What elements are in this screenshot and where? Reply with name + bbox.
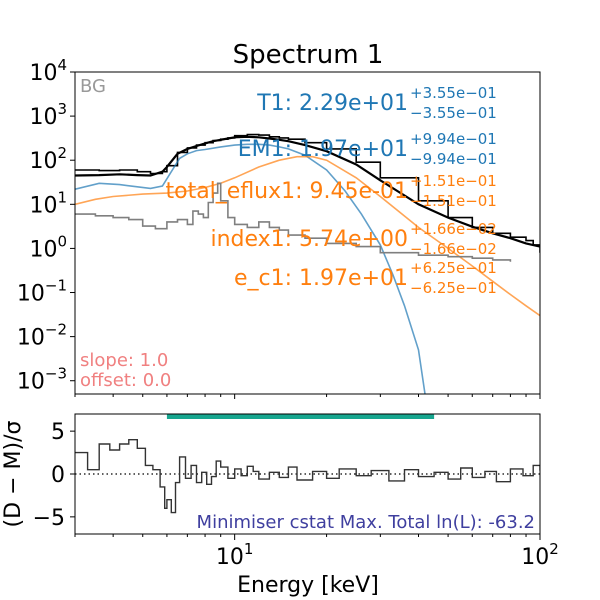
y-tick-label: 10−2 (17, 321, 67, 351)
annotation-value: index1: 5.74e+00 (210, 227, 408, 252)
y-tick-label: 103 (29, 100, 67, 130)
fit-range-bar (166, 414, 435, 419)
annotation-value: T1: 2.29e+01 (256, 91, 408, 116)
residuals-frame (74, 413, 541, 535)
y-tick-label: 100 (29, 232, 67, 262)
residual-y-axis-label: (D − M)/σ (1, 421, 26, 528)
slope-note: slope: 1.0 (80, 350, 168, 371)
annotation-upper-error: +9.94e−01 (410, 130, 497, 148)
x-tick-label: 102 (521, 540, 559, 570)
chart-title: Spectrum 1 (233, 40, 384, 70)
y-tick-label: 101 (29, 188, 67, 218)
y-tick-label: 10−3 (17, 365, 67, 395)
y-tick-label: 104 (29, 56, 67, 86)
spectrum-series-2-component (75, 143, 426, 394)
residual-y-tick-label: 0 (51, 463, 65, 488)
spectrum-series-4-background-step (75, 182, 512, 262)
y-tick-label: 10−1 (17, 277, 67, 307)
spectrum-panel: BG 10−3 10−2 10−1 100 101 102 103 104 T1: 2.29e… (17, 56, 541, 399)
annotation-lower-error: −1.66e−02 (410, 240, 497, 258)
offset-note: offset: 0.0 (80, 370, 171, 391)
annotation-upper-error: +1.51e−01 (410, 172, 497, 190)
residual-series (75, 439, 540, 514)
spectrum-frame (74, 71, 541, 395)
y-tick-label: 102 (29, 144, 67, 174)
annotation-upper-error: +1.66e−02 (410, 220, 497, 238)
residual-y-tick-label: 5 (51, 420, 65, 445)
background-label: BG (80, 76, 106, 97)
annotation-lower-error: −6.25e−01 (410, 279, 497, 297)
minimiser-summary: Minimiser cstat Max. Total ln(L): -63.2 (197, 512, 535, 533)
annotation-lower-error: −3.55e−01 (410, 104, 497, 122)
x-axis-label: Energy [keV] (237, 573, 379, 598)
annotation-value: total_eflux1: 9.45e-01 (165, 179, 408, 204)
annotation-value: EM1: 1.97e+01 (238, 137, 408, 162)
spectrum-marks (75, 133, 540, 394)
residuals-panel: −5 0 5 101 102 Minimiser cstat Max. Total ln… (1, 413, 559, 598)
spectrum-y-axis: 10−3 10−2 10−1 100 101 102 103 104 (17, 56, 541, 399)
residual-y-tick-label: −5 (33, 506, 65, 531)
spectrum-series-1-model (75, 135, 540, 248)
annotation-upper-error: +3.55e−01 (410, 84, 497, 102)
spectrum-series-3-component (75, 155, 540, 317)
x-tick-label: 101 (216, 540, 254, 570)
annotation-upper-error: +6.25e−01 (410, 259, 497, 277)
residual-marks (75, 414, 540, 514)
annotation-value: e_c1: 1.97e+01 (234, 266, 408, 291)
annotation-lower-error: −1.51e−01 (410, 192, 497, 210)
annotation-lower-error: −9.94e−01 (410, 150, 497, 168)
